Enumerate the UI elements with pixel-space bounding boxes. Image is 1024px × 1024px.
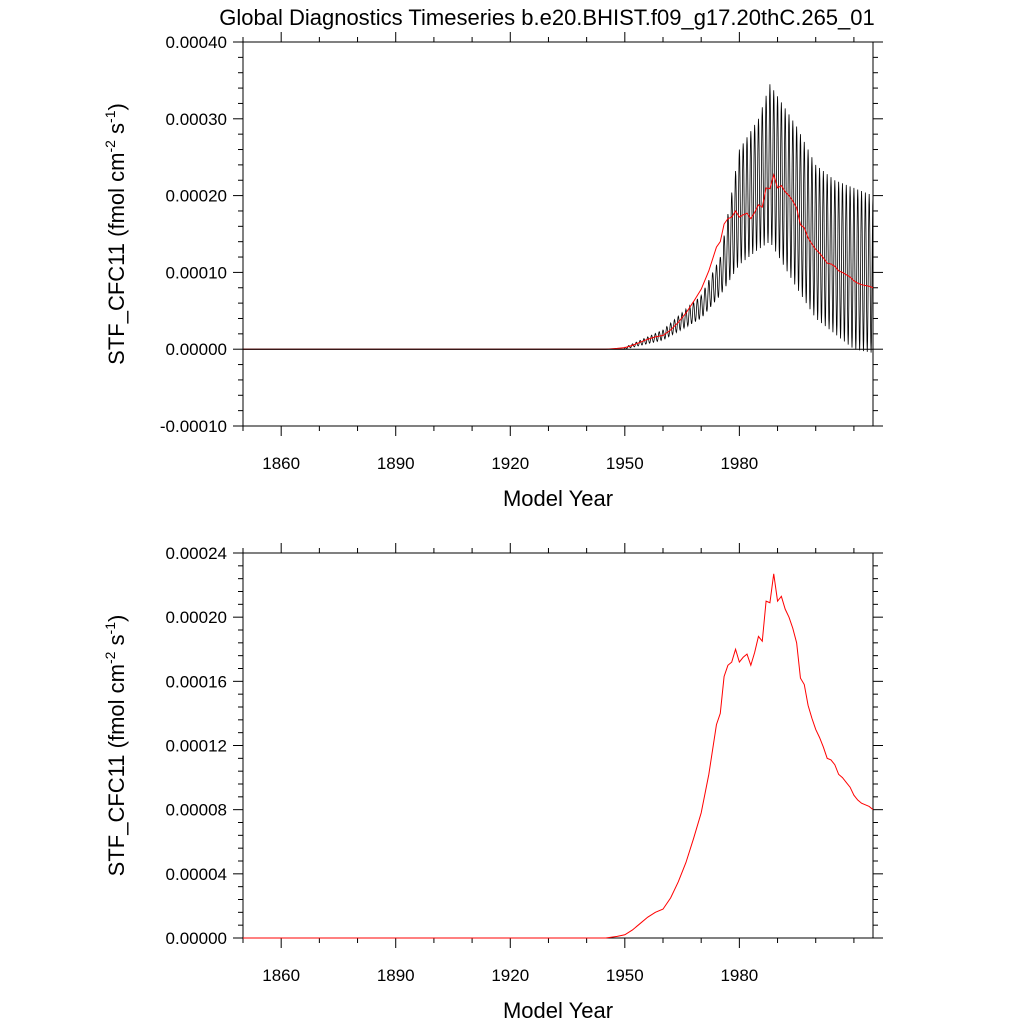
y-axis-label: STF_CFC11 (fmol cm-2 s-1) bbox=[102, 103, 129, 365]
x-tick-label: 1890 bbox=[377, 454, 415, 473]
plot-frame bbox=[242, 552, 874, 939]
y-tick-label: 0.00000 bbox=[166, 340, 227, 359]
x-axis-label: Model Year bbox=[503, 998, 613, 1023]
annual-mean-series-line bbox=[243, 573, 874, 939]
y-tick-label: 0.00000 bbox=[166, 929, 227, 948]
x-tick-label: 1950 bbox=[606, 454, 644, 473]
x-tick-label: 1890 bbox=[377, 966, 415, 985]
y-tick-label: 0.00030 bbox=[166, 110, 227, 129]
monthly-series-line bbox=[243, 84, 874, 353]
y-tick-label: 0.00016 bbox=[166, 672, 227, 691]
y-axis-label: STF_CFC11 (fmol cm-2 s-1) bbox=[102, 615, 129, 877]
x-tick-label: 1920 bbox=[491, 454, 529, 473]
x-tick-label: 1950 bbox=[606, 966, 644, 985]
y-tick-label: 0.00010 bbox=[166, 263, 227, 282]
plot-frame bbox=[242, 41, 874, 427]
annual-mean-series-line bbox=[243, 173, 874, 350]
y-tick-label: 0.00020 bbox=[166, 187, 227, 206]
x-tick-label: 1860 bbox=[262, 454, 300, 473]
figure-title: Global Diagnostics Timeseries b.e20.BHIS… bbox=[219, 5, 875, 30]
x-axis-label: Model Year bbox=[503, 486, 613, 511]
y-tick-label: 0.00040 bbox=[166, 33, 227, 52]
bottom-panel: 1860 1890 1920 1950 1980 0.00000 0.00004 0.0000… bbox=[102, 543, 883, 1023]
x-tick-label: 1920 bbox=[491, 966, 529, 985]
y-tick-label: 0.00008 bbox=[166, 801, 227, 820]
y-tick-label: -0.00010 bbox=[160, 417, 227, 436]
top-panel: 1860 1890 1920 1950 1980 -0.00010 0.00000 0.000… bbox=[102, 32, 883, 511]
y-tick-label: 0.00024 bbox=[166, 544, 227, 563]
x-tick-label: 1980 bbox=[720, 454, 758, 473]
x-tick-label: 1860 bbox=[262, 966, 300, 985]
y-tick-label: 0.00012 bbox=[166, 737, 227, 756]
y-tick-label: 0.00020 bbox=[166, 608, 227, 627]
x-tick-label: 1980 bbox=[720, 966, 758, 985]
y-tick-label: 0.00004 bbox=[166, 865, 227, 884]
